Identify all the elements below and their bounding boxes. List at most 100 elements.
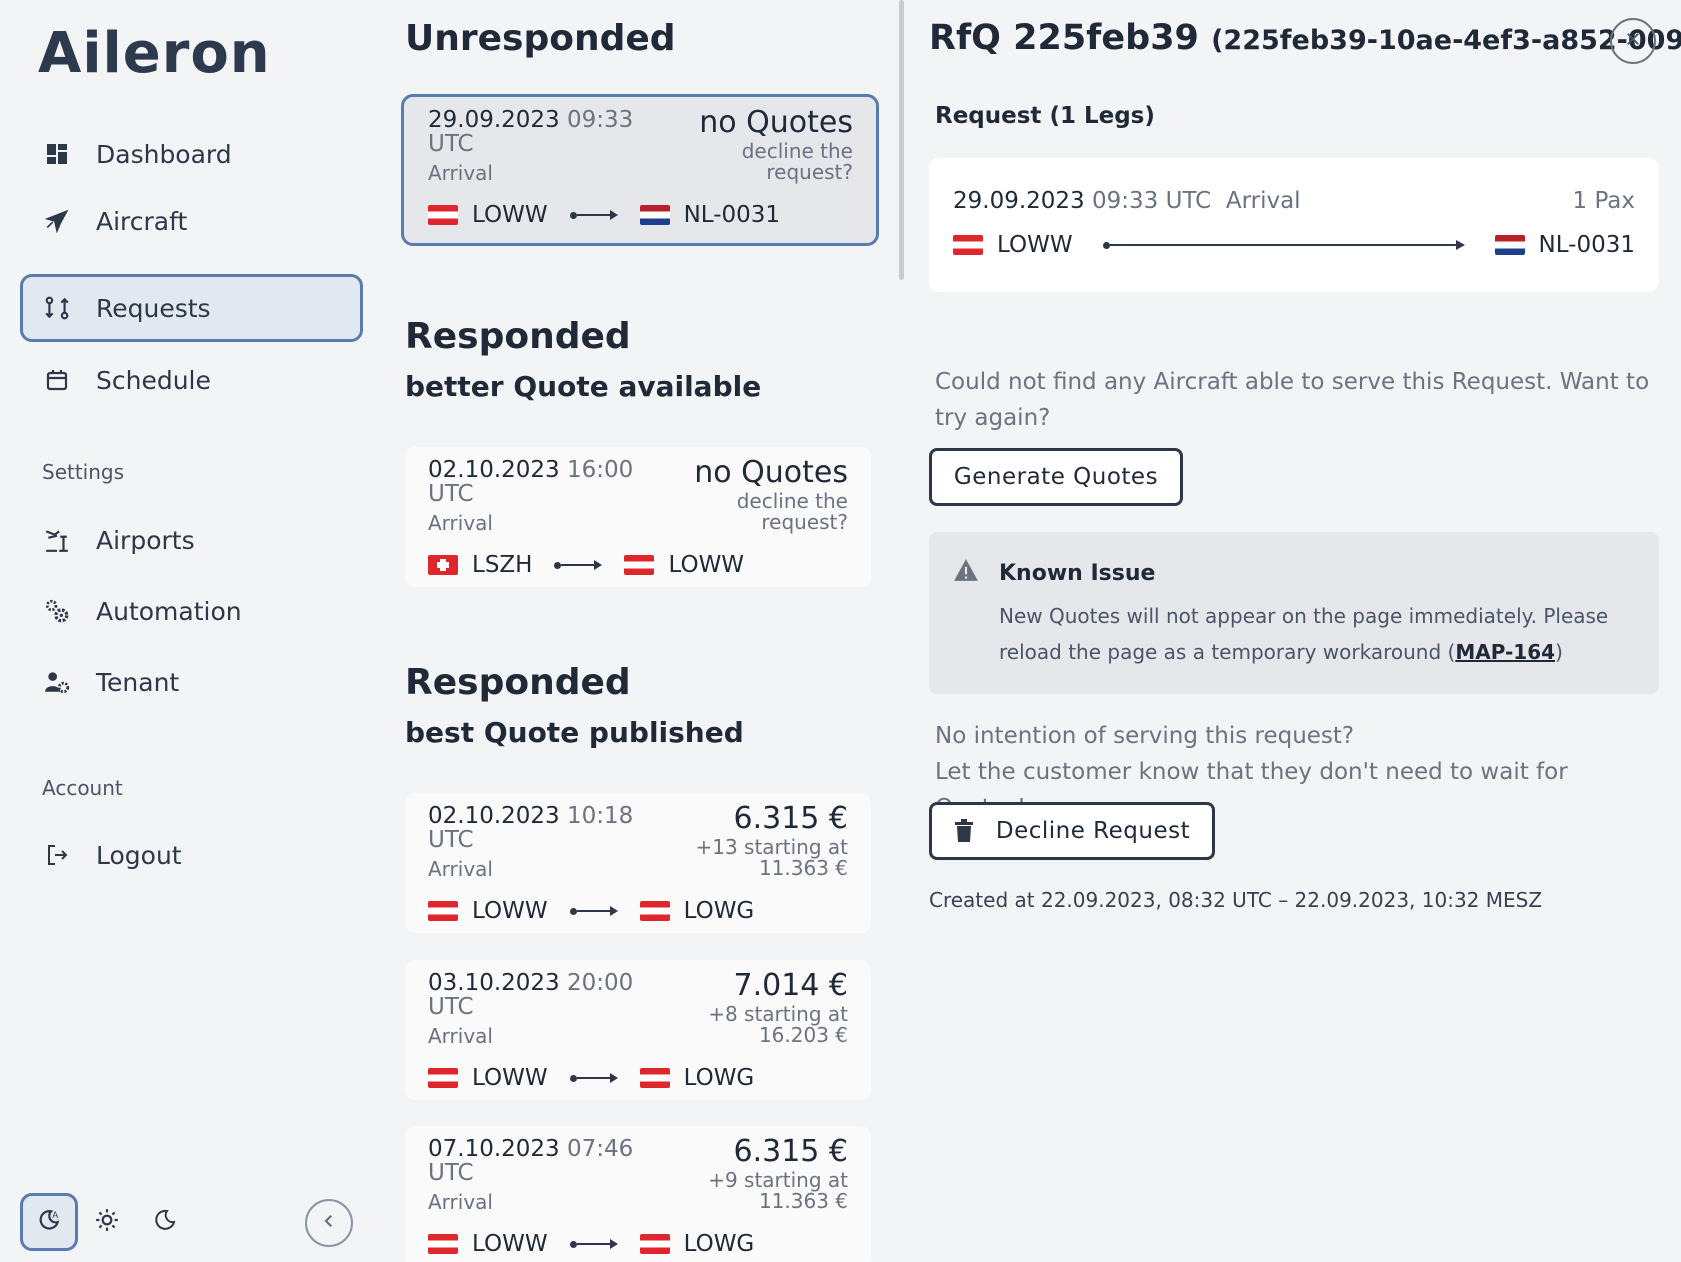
request-card[interactable]: 07.10.2023 07:46 UTC Arrival 6.315 € +9 … [405, 1126, 871, 1262]
request-price: no Quotes [694, 455, 848, 490]
list-scrollbar[interactable] [899, 0, 904, 280]
austria-flag-icon [639, 1234, 670, 1254]
austria-flag-icon [624, 555, 655, 575]
dark-theme-button[interactable] [136, 1193, 194, 1251]
known-issue-body: New Quotes will not appear on the page i… [999, 604, 1609, 664]
request-date: 29.09.2023 09:33 [428, 107, 634, 133]
sidebar-item-aircraft[interactable]: Aircraft [20, 187, 363, 255]
austria-flag-icon [428, 1234, 458, 1254]
decline-prompt: No intention of serving this request? [935, 723, 1355, 749]
leg-date: 29.09.2023 09:33 UTC Arrival [953, 188, 1301, 214]
responded-best-title: Responded [405, 662, 631, 703]
route-arrow-icon [554, 560, 603, 570]
sidebar-item-dashboard[interactable]: Dashboard [20, 120, 363, 188]
request-price: 6.315 € [733, 801, 848, 836]
trash-icon [954, 819, 974, 843]
request-price: 6.315 € [733, 1134, 848, 1169]
sidebar-item-requests[interactable]: Requests [20, 274, 363, 342]
decline-request-label: Decline Request [995, 818, 1191, 844]
origin-code: LOWW [472, 898, 548, 924]
origin-code: LOWW [472, 1231, 548, 1257]
request-detail: RfQ 225feb39 (225feb39-10ae-4ef3-a852-00… [905, 0, 1681, 1262]
detail-title: RfQ 225feb39 (225feb39-10ae-4ef3-a852-00… [929, 18, 1681, 58]
request-date: 02.10.2023 10:18 [428, 803, 634, 829]
request-tz: UTC [428, 827, 474, 853]
request-type: Arrival [428, 857, 493, 881]
svg-text:A: A [52, 1211, 58, 1221]
close-icon [1624, 29, 1642, 54]
known-issue-header: Known Issue [953, 558, 1155, 588]
sidebar-item-automation[interactable]: Automation [20, 577, 363, 645]
request-tz: UTC [428, 1160, 474, 1186]
close-button[interactable] [1610, 18, 1656, 64]
austria-flag-icon [639, 1068, 670, 1088]
austria-flag-icon [639, 901, 670, 921]
created-timestamp: Created at 22.09.2023, 08:32 UTC – 22.09… [929, 888, 1543, 912]
netherlands-flag-icon [1494, 235, 1525, 255]
destination-code: LOWG [683, 898, 755, 924]
sidebar-item-tenant[interactable]: Tenant [20, 648, 363, 716]
sidebar-item-label: Tenant [96, 667, 180, 697]
request-card[interactable]: 29.09.2023 09:33 UTC Arrival no Quotes d… [401, 94, 879, 246]
known-issue-title: Known Issue [999, 560, 1156, 586]
airport-icon [44, 527, 70, 553]
sidebar-item-label: Dashboard [96, 139, 232, 169]
sidebar-item-schedule[interactable]: Schedule [20, 346, 363, 414]
destination-code: LOWG [683, 1065, 755, 1091]
chevron-left-icon [320, 1212, 338, 1234]
request-price: no Quotes [699, 105, 853, 140]
origin-code: LOWW [472, 202, 548, 228]
request-type: Arrival [428, 1024, 493, 1048]
decline-request-button[interactable]: Decline Request [929, 802, 1215, 860]
request-route: LOWW LOWG [428, 897, 754, 925]
decline-prompt-detail: Let the customer know that they don't ne… [935, 759, 1568, 821]
route-arrow-icon [569, 1239, 618, 1249]
origin-code: LSZH [472, 552, 533, 578]
sidebar-item-airports[interactable]: Airports [20, 506, 363, 574]
destination-code: LOWG [683, 1231, 755, 1257]
request-date: 03.10.2023 20:00 [428, 970, 634, 996]
gears-icon [44, 598, 70, 624]
rfq-title: RfQ 225feb39 [929, 18, 1199, 58]
request-note: decline the request? [736, 489, 848, 534]
rfq-id: (225feb39-10ae-4ef3-a852-009… [1211, 25, 1681, 56]
known-issue-box: Known Issue New Quotes will not appear o… [929, 532, 1659, 694]
request-card[interactable]: 02.10.2023 16:00 UTC Arrival no Quotes d… [405, 447, 871, 587]
request-card[interactable]: 03.10.2023 20:00 UTC Arrival 7.014 € +8 … [405, 960, 871, 1100]
logout-icon [44, 842, 70, 868]
responded-better-subtitle: better Quote available [405, 370, 762, 403]
account-section-label: Account [42, 776, 123, 800]
austria-flag-icon [428, 205, 458, 225]
sidebar-item-logout[interactable]: Logout [20, 821, 363, 889]
auto-theme-button[interactable]: A [20, 1193, 78, 1251]
request-type: Arrival [428, 1190, 493, 1214]
route-arrow-icon [569, 210, 618, 220]
theme-switcher: A [20, 1193, 360, 1253]
switzerland-flag-icon [428, 555, 458, 575]
leg-pax: 1 Pax [1572, 188, 1636, 214]
sidebar: Aileron Dashboard Aircraft Requests Sche… [0, 0, 375, 1262]
dashboard-icon [44, 141, 70, 167]
leg-card: 29.09.2023 09:33 UTC Arrival 1 Pax LOWW … [929, 158, 1659, 292]
settings-section-label: Settings [42, 460, 125, 484]
tenant-icon [44, 669, 70, 695]
requests-icon [44, 295, 70, 321]
route-arrow-icon [569, 1073, 618, 1083]
no-aircraft-message: Could not find any Aircraft able to serv… [935, 369, 1650, 431]
origin-code: LOWW [997, 232, 1073, 258]
sidebar-item-label: Schedule [96, 365, 211, 395]
light-theme-button[interactable] [78, 1193, 136, 1251]
austria-flag-icon [428, 1068, 458, 1088]
request-date: 02.10.2023 16:00 [428, 457, 634, 483]
sidebar-item-label: Automation [96, 596, 242, 626]
request-price: 7.014 € [733, 968, 848, 1003]
austria-flag-icon [953, 235, 983, 255]
request-type: Arrival [428, 511, 493, 535]
austria-flag-icon [428, 901, 458, 921]
warning-icon [953, 558, 981, 588]
calendar-icon [44, 367, 70, 393]
collapse-sidebar-button[interactable] [305, 1199, 353, 1247]
generate-quotes-button[interactable]: Generate Quotes [929, 448, 1183, 506]
request-card[interactable]: 02.10.2023 10:18 UTC Arrival 6.315 € +13… [405, 793, 871, 933]
issue-link[interactable]: MAP-164 [1455, 640, 1556, 664]
